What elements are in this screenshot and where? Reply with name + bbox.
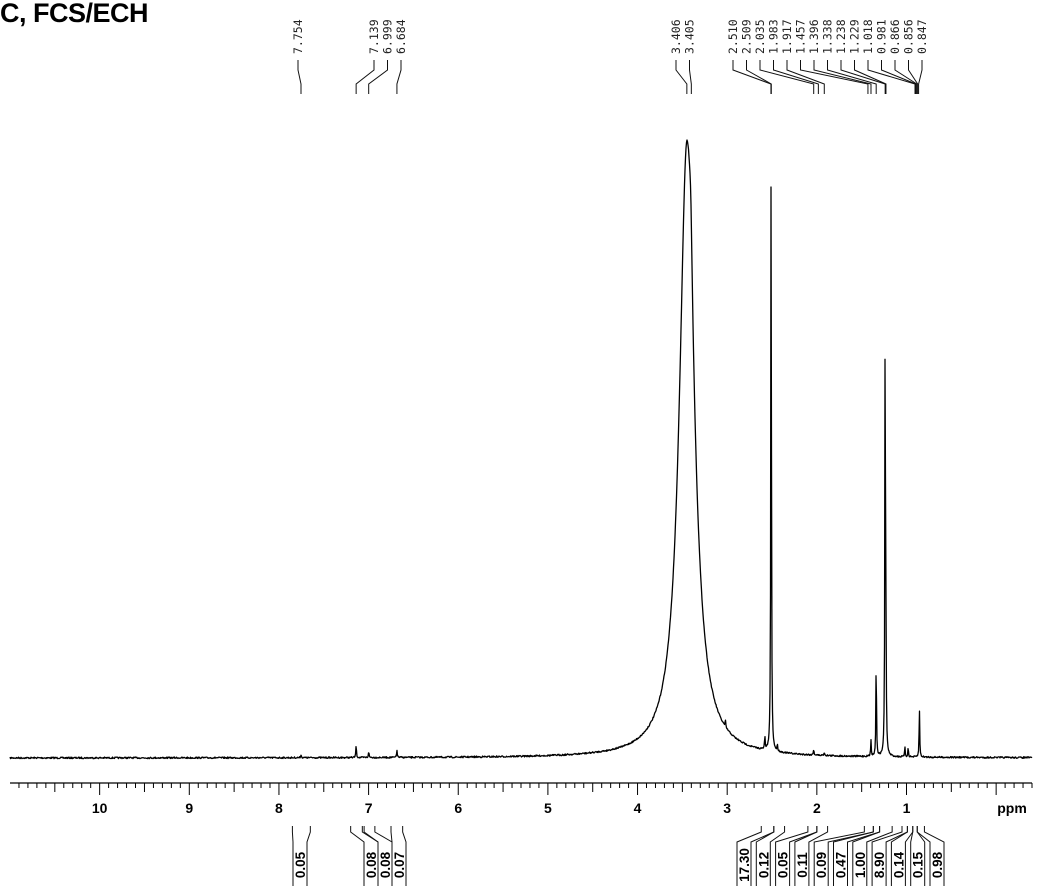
peak-label: 6.999	[381, 19, 395, 54]
peak-leader-line	[396, 60, 402, 94]
integral-value: 0.12	[756, 852, 771, 878]
x-tick-label: 2	[813, 800, 821, 816]
peak-leader-line	[840, 60, 886, 94]
integral-value: 1.00	[853, 852, 868, 878]
peak-label: 0.847	[915, 19, 929, 54]
peak-leader-line	[827, 60, 877, 94]
integral-value: 0.08	[378, 851, 393, 878]
peak-label: 1.338	[821, 19, 835, 54]
peak-leader-line	[813, 60, 872, 94]
peak-label: 2.035	[753, 19, 767, 54]
integral-value: 0.07	[392, 852, 407, 878]
integral-bracket	[852, 826, 893, 886]
spectrum-line	[9, 139, 1033, 760]
integral-value: 0.05	[776, 851, 791, 878]
chart-title: C, FCS/ECH	[0, 0, 149, 28]
integral-value: 0.09	[814, 852, 829, 878]
peak-label: 1.229	[848, 19, 862, 54]
integral-value: 0.14	[891, 851, 906, 878]
peak-label: 3.406	[669, 19, 683, 54]
x-tick-label: 8	[275, 800, 283, 816]
peak-leader-line	[894, 60, 918, 94]
peak-leader-line	[881, 60, 917, 94]
peak-leader-line	[675, 60, 688, 94]
peak-leader-line	[786, 60, 825, 94]
peak-label: 2.510	[726, 19, 740, 54]
x-tick-label: 3	[723, 800, 731, 816]
peak-label: 2.509	[740, 19, 754, 54]
integral-value: 8.90	[872, 852, 887, 878]
x-axis: 10 9 8 7 6 5 4 3 2 1 ppm	[10, 782, 1033, 816]
peak-leader-line	[918, 60, 923, 94]
peak-leader-line	[297, 60, 302, 94]
x-tick-label: 6	[454, 800, 462, 816]
integral-value: 0.08	[364, 851, 379, 878]
integral-value: 0.47	[834, 852, 849, 878]
peak-label: 1.917	[780, 19, 794, 54]
peak-leader-line	[800, 60, 869, 94]
integral-value: 0.98	[930, 851, 945, 878]
integral-bracket	[291, 826, 311, 886]
peak-label: 3.405	[683, 19, 697, 54]
peak-label: 1.018	[861, 19, 875, 54]
x-tick-label: 7	[365, 800, 373, 816]
peak-label: 1.396	[807, 19, 821, 54]
peak-leader-line	[773, 60, 819, 94]
integral-group: 0.05 0.08 0.08 0.07 17.30 0.12 0.05 0.11 0.09 0.4…	[291, 826, 945, 886]
integral-value: 0.11	[795, 852, 810, 878]
x-tick-label: 5	[544, 800, 552, 816]
peak-leader-line	[908, 60, 919, 94]
peak-leader-line	[867, 60, 916, 94]
peak-label: 7.754	[291, 19, 305, 54]
peak-leader-line	[759, 60, 815, 94]
integral-value: 0.15	[911, 851, 926, 878]
peak-leader-line	[854, 60, 887, 94]
x-tick-label: 10	[92, 800, 108, 816]
integral-bracket	[794, 826, 829, 886]
peak-leader-line	[368, 60, 388, 94]
x-tick-label: 4	[634, 800, 642, 816]
peak-leader-line	[689, 60, 692, 94]
peak-leader-line	[746, 60, 772, 94]
integral-bracket	[755, 826, 786, 886]
peak-label: 0.856	[902, 19, 916, 54]
peak-label: 1.457	[794, 19, 808, 54]
peak-leader-line	[355, 60, 375, 94]
peak-label: 6.684	[394, 19, 408, 54]
peak-label-group: 7.754 7.139 6.999 6.684 3.406 3.405 2.510 2.509…	[291, 19, 929, 94]
peak-label: 1.983	[767, 19, 781, 54]
peak-leader-line	[732, 60, 772, 94]
peak-label: 0.981	[875, 19, 889, 54]
peak-label: 0.866	[888, 19, 902, 54]
spectrum-trace-group	[9, 139, 1033, 760]
integral-bracket	[916, 826, 945, 886]
integral-value: 0.05	[293, 851, 308, 878]
x-tick-label: 1	[903, 800, 911, 816]
integral-bracket	[390, 826, 407, 886]
x-tick-label: 9	[185, 800, 193, 816]
integral-value: 17.30	[737, 848, 752, 882]
x-axis-unit-label: ppm	[997, 800, 1027, 816]
peak-label: 7.139	[367, 19, 381, 54]
peak-label: 1.238	[834, 19, 848, 54]
